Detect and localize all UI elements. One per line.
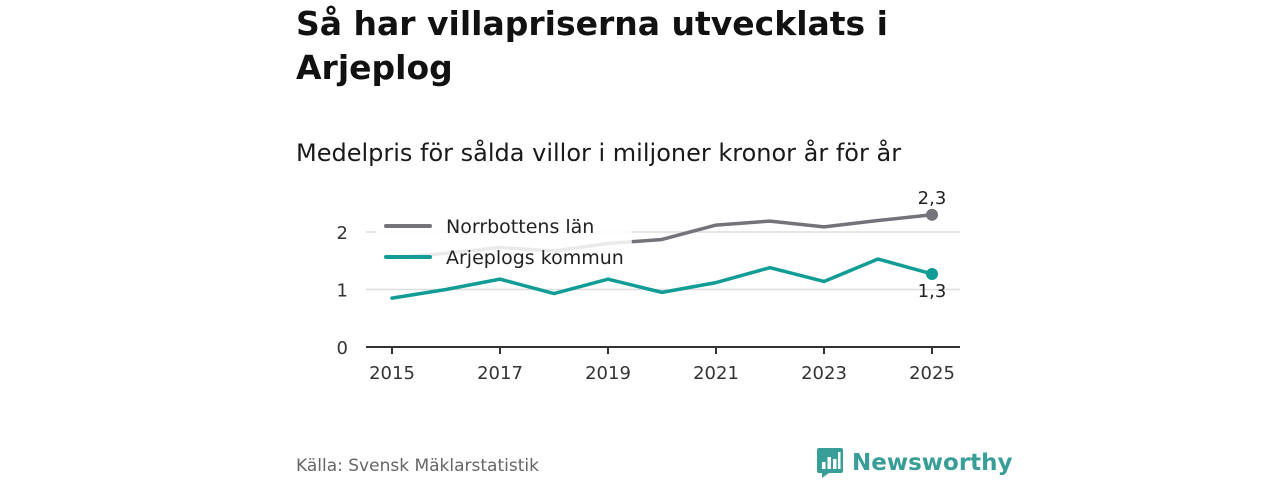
legend-label-1: Arjeplogs kommun <box>446 247 624 269</box>
y-axis-tick-labels: 0 1 2 <box>337 223 348 359</box>
x-axis: 2015 2017 2019 2021 2023 2025 <box>366 346 960 384</box>
x-tick-label-2017: 2017 <box>477 363 523 384</box>
y-tick-label-2: 2 <box>337 223 348 244</box>
series-end-point-0 <box>926 208 938 221</box>
bar-chart-badge-icon <box>817 448 843 478</box>
end-value-label-1: 1,3 <box>918 281 947 302</box>
legend: Norrbottens län Arjeplogs kommun <box>384 216 624 269</box>
y-tick-label-1: 1 <box>337 281 348 302</box>
end-value-labels: 2,3 1,3 <box>918 188 947 302</box>
x-tick-label-2023: 2023 <box>801 363 847 384</box>
y-tick-label-0: 0 <box>337 338 348 359</box>
brand-logo[interactable]: Newsworthy <box>816 446 1013 480</box>
legend-label-0: Norrbottens län <box>446 216 594 238</box>
chart-subtitle: Medelpris för sålda villor i miljoner kr… <box>296 139 902 167</box>
brand-name: Newsworthy <box>852 450 1013 476</box>
source-note: Källa: Svensk Mäklarstatistik <box>296 456 539 476</box>
x-tick-label-2021: 2021 <box>693 363 739 384</box>
legend-background <box>376 208 632 274</box>
line-chart: 0 1 2 Norrbottens län Arjeplogs kommun 2015… <box>337 188 960 384</box>
series-end-point-1 <box>926 267 938 280</box>
x-tick-label-2019: 2019 <box>585 363 631 384</box>
series-line-1 <box>390 257 934 300</box>
x-tick-label-2015: 2015 <box>369 363 415 384</box>
end-value-label-0: 2,3 <box>918 188 947 209</box>
chart-title: Så har villapriserna utvecklats i Arjepl… <box>296 4 888 87</box>
x-tick-label-2025: 2025 <box>909 363 955 384</box>
